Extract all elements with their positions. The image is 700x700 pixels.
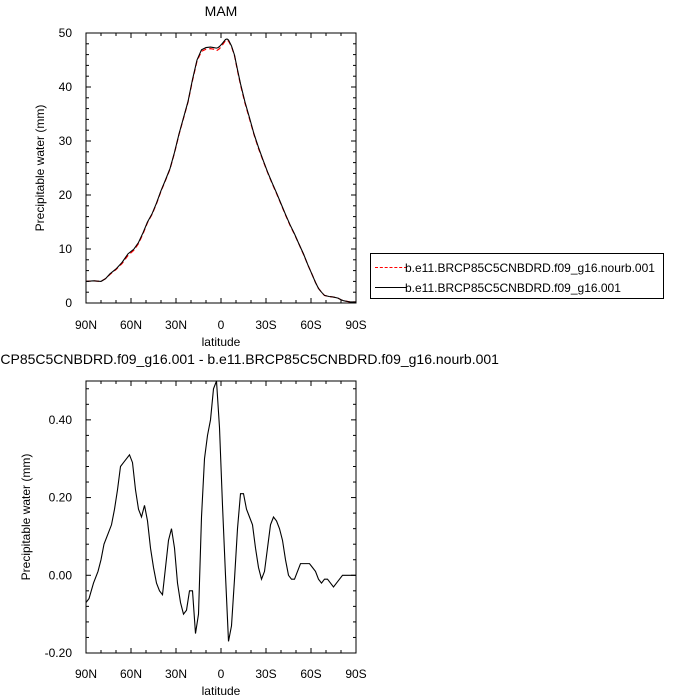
top-chart: MAM 90N 60N 30N 0 30S 60S 90S 0 10 20 30 40 50 latitud… (33, 3, 367, 349)
y-tick-label: 0.20 (49, 491, 73, 505)
x-tick-label: 30N (165, 318, 187, 332)
bottom-chart: b.e11.BRCP85C5CNBDRD.f09_g16.001 - b.e11… (0, 351, 499, 698)
x-tick-label: 90N (75, 318, 97, 332)
series-line-urb (86, 38, 356, 303)
chart-title: b.e11.BRCP85C5CNBDRD.f09_g16.001 - b.e11… (0, 351, 499, 367)
legend-label-urb: b.e11.BRCP85C5CNBDRD.f09_g16.001 (405, 281, 621, 295)
x-tick-label: 0 (218, 667, 225, 681)
x-tick-label: 60N (120, 667, 142, 681)
x-tick-label: 0 (218, 318, 225, 332)
x-tick-label: 60S (300, 667, 321, 681)
plot-frame (85, 380, 357, 654)
y-tick-label: 0 (65, 296, 72, 310)
legend-label-nourb: b.e11.BRCP85C5CNBDRD.f09_g16.nourb.001 (405, 261, 655, 275)
series-line-urb (86, 381, 356, 642)
y-tick-label: 10 (59, 242, 73, 256)
x-tick-label: 30N (165, 667, 187, 681)
y-tick-label: -0.20 (45, 646, 73, 660)
y-axis-label: Precipitable water (mm) (33, 105, 47, 232)
x-tick-label: 30S (255, 318, 276, 332)
y-tick-label: 40 (59, 80, 73, 94)
y-tick-label: 0.40 (49, 413, 73, 427)
chart-title: MAM (205, 3, 238, 19)
y-tick-label: 0.00 (49, 568, 73, 582)
legend-swatch-solid-black (375, 287, 407, 288)
legend-item-urb: b.e11.BRCP85C5CNBDRD.f09_g16.001 (371, 278, 663, 298)
legend: b.e11.BRCP85C5CNBDRD.f09_g16.nourb.001 b… (370, 253, 664, 299)
x-tick-label: 90S (345, 667, 366, 681)
x-tick-label: 30S (255, 667, 276, 681)
x-axis-label: latitude (202, 684, 241, 698)
x-tick-label: 90S (345, 318, 366, 332)
x-tick-label: 60N (120, 318, 142, 332)
series-line-nourb (86, 39, 356, 303)
legend-swatch-dashed-red (375, 267, 407, 268)
x-axis-label: latitude (202, 335, 241, 349)
y-tick-label: 50 (59, 26, 73, 40)
y-tick-label: 20 (59, 188, 73, 202)
plot-frame (85, 32, 357, 304)
x-tick-label: 90N (75, 667, 97, 681)
x-tick-label: 60S (300, 318, 321, 332)
legend-item-nourb: b.e11.BRCP85C5CNBDRD.f09_g16.nourb.001 (371, 258, 663, 278)
y-axis-label: Precipitable water (mm) (19, 454, 33, 581)
y-tick-label: 30 (59, 134, 73, 148)
